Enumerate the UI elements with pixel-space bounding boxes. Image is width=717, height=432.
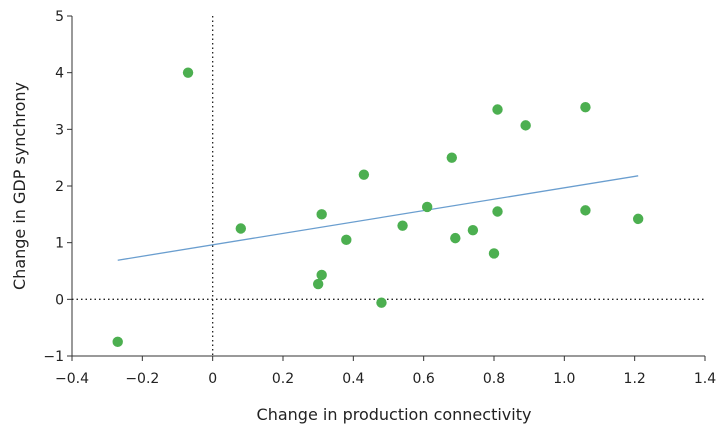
data-point bbox=[450, 232, 461, 244]
y-axis-title: Change in GDP synchrony bbox=[10, 82, 29, 290]
y-tick-label: −1 bbox=[43, 349, 64, 365]
x-tick-label: −0.4 bbox=[55, 371, 89, 387]
y-tick-label: 1 bbox=[55, 236, 64, 252]
trend-line-group bbox=[117, 175, 639, 261]
tick-labels: −0.4 −0.2 0 0.2 0.4 0.6 0.8 1.0 1.2 1.4 −1 0 1 2 3 4 5 bbox=[43, 9, 716, 387]
x-axis-title: Change in production connectivity bbox=[257, 405, 532, 424]
data-point bbox=[488, 248, 500, 259]
data-point bbox=[397, 220, 408, 231]
x-tick-label: 0.6 bbox=[413, 371, 435, 387]
x-tick-label: 1.4 bbox=[694, 371, 716, 387]
data-point bbox=[182, 67, 194, 78]
data-point bbox=[235, 223, 246, 234]
y-tick-label: 0 bbox=[55, 292, 64, 308]
data-point bbox=[316, 209, 327, 220]
data-point bbox=[492, 104, 503, 115]
x-tick-label: −0.2 bbox=[125, 371, 159, 387]
data-point bbox=[316, 269, 327, 281]
data-point bbox=[341, 234, 352, 246]
y-tick-label: 3 bbox=[55, 122, 64, 138]
x-tick-label: 0.2 bbox=[272, 371, 294, 387]
data-point bbox=[421, 201, 433, 213]
x-tick-label: 0.8 bbox=[483, 371, 505, 387]
y-tick-label: 2 bbox=[55, 179, 64, 195]
data-point bbox=[580, 102, 591, 113]
y-tick-label: 4 bbox=[55, 66, 64, 82]
data-point bbox=[446, 152, 457, 163]
data-point bbox=[632, 213, 644, 225]
x-tick-label: 0 bbox=[208, 371, 217, 387]
data-point bbox=[580, 205, 591, 216]
reference-lines bbox=[72, 16, 705, 356]
x-tick-label: 1.2 bbox=[624, 371, 646, 387]
data-point bbox=[376, 297, 387, 308]
axes bbox=[67, 15, 706, 361]
data-point bbox=[520, 120, 531, 131]
y-tick-label: 5 bbox=[55, 9, 64, 25]
data-points bbox=[112, 67, 644, 348]
data-point bbox=[467, 225, 479, 236]
data-point bbox=[358, 169, 370, 180]
data-point bbox=[492, 206, 503, 217]
x-tick-label: 0.4 bbox=[342, 371, 364, 387]
data-point bbox=[112, 336, 123, 348]
x-tick-label: 1.0 bbox=[553, 371, 575, 387]
data-point bbox=[312, 278, 324, 290]
trend-line bbox=[117, 175, 639, 261]
